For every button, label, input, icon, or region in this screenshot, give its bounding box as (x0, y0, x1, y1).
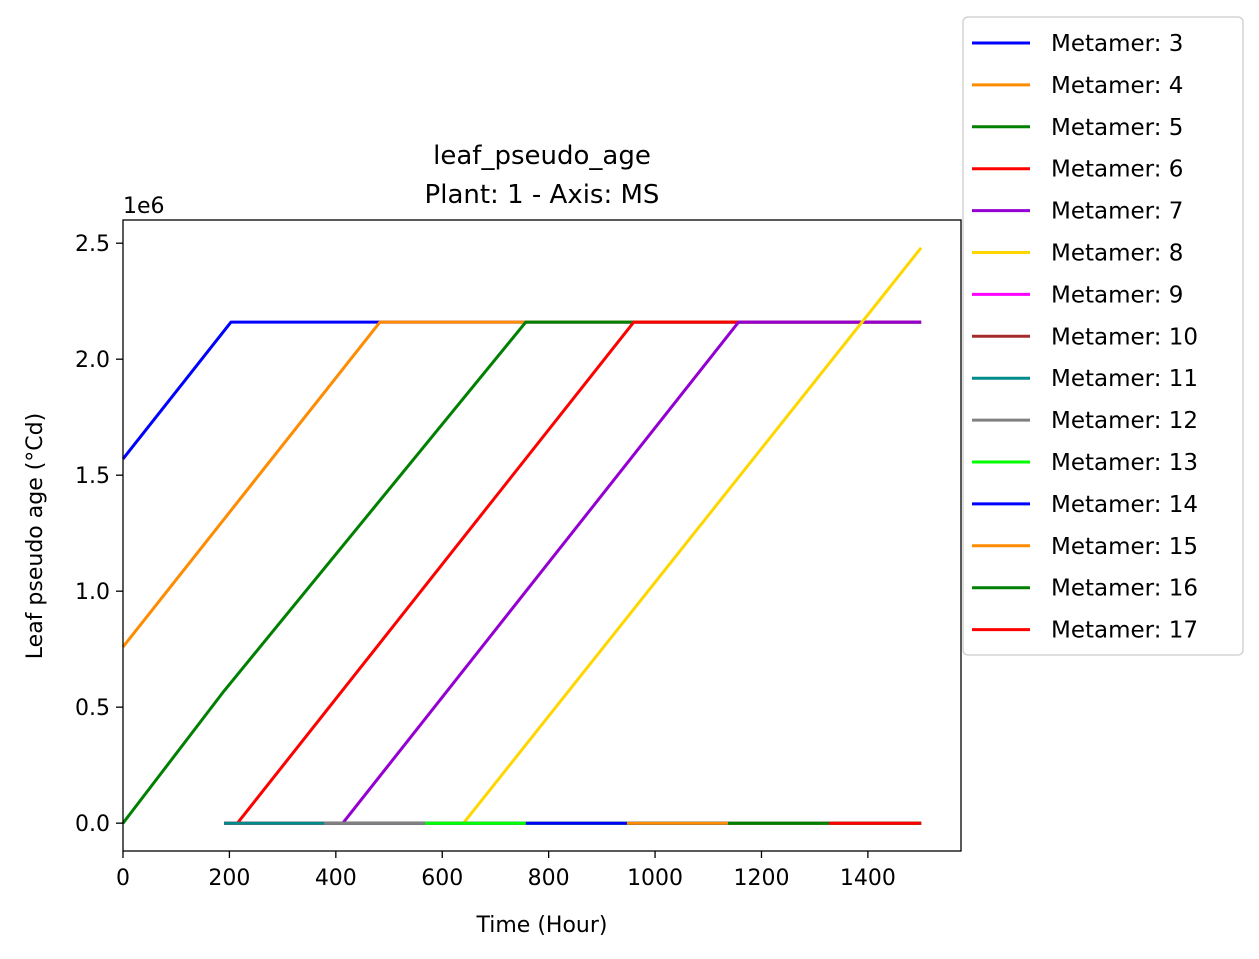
x-tick-label: 800 (528, 866, 570, 891)
x-tick-label: 1200 (733, 866, 789, 891)
plot-frame (122, 219, 962, 852)
legend-entry-label: Metamer: 17 (1051, 618, 1198, 644)
x-tick-label: 600 (421, 866, 463, 891)
x-axis-label: Time (Hour) (476, 913, 608, 938)
legend-entry-label: Metamer: 11 (1051, 366, 1198, 392)
y-offset-label: 1e6 (123, 194, 165, 219)
legend-entry-label: Metamer: 14 (1051, 492, 1198, 518)
legend-entry-label: Metamer: 5 (1051, 115, 1183, 141)
y-tick-label: 1.5 (75, 464, 110, 489)
y-axis: 0.0 0.5 1.0 1.5 2.0 2.5 (75, 232, 123, 837)
series-line-metamer-3 (121, 320, 922, 460)
legend-entry-label: Metamer: 8 (1051, 241, 1183, 267)
series-line-metamer-8 (224, 246, 923, 825)
y-tick-label: 0.5 (75, 696, 110, 721)
x-axis: 0 200 400 600 800 1000 1200 1400 (116, 851, 896, 891)
x-tick-label: 1000 (627, 866, 683, 891)
legend-entry-label: Metamer: 3 (1051, 31, 1183, 57)
y-axis-label: Leaf pseudo age (°Cd) (23, 413, 48, 659)
series-line-metamer-6 (224, 320, 922, 825)
legend-entry-label: Metamer: 15 (1051, 534, 1198, 560)
y-tick-label: 2.5 (75, 232, 110, 257)
legend-entry-label: Metamer: 7 (1051, 199, 1183, 225)
x-tick-label: 0 (116, 866, 130, 891)
legend-entry-label: Metamer: 9 (1051, 282, 1183, 308)
legend: Metamer: 3 Metamer: 4 Metamer: 5 Metamer: 6… (962, 16, 1244, 656)
legend-entry-label: Metamer: 12 (1051, 408, 1198, 434)
chart-subtitle: Plant: 1 - Axis: MS (425, 180, 660, 210)
legend-entry-label: Metamer: 13 (1051, 450, 1198, 476)
x-tick-label: 200 (208, 866, 250, 891)
legend-entry-label: Metamer: 6 (1051, 157, 1183, 183)
y-tick-label: 1.0 (75, 580, 110, 605)
legend-entry-label: Metamer: 10 (1051, 324, 1198, 350)
chart-title: leaf_pseudo_age (433, 141, 651, 171)
legend-entry-label: Metamer: 4 (1051, 73, 1183, 99)
x-tick-label: 1400 (840, 866, 896, 891)
y-tick-label: 2.0 (75, 348, 110, 373)
legend-frame (962, 16, 1244, 656)
x-tick-label: 400 (315, 866, 357, 891)
legend-entry-label: Metamer: 16 (1051, 576, 1198, 602)
series-layer (121, 246, 923, 825)
y-tick-label: 0.0 (75, 812, 110, 837)
